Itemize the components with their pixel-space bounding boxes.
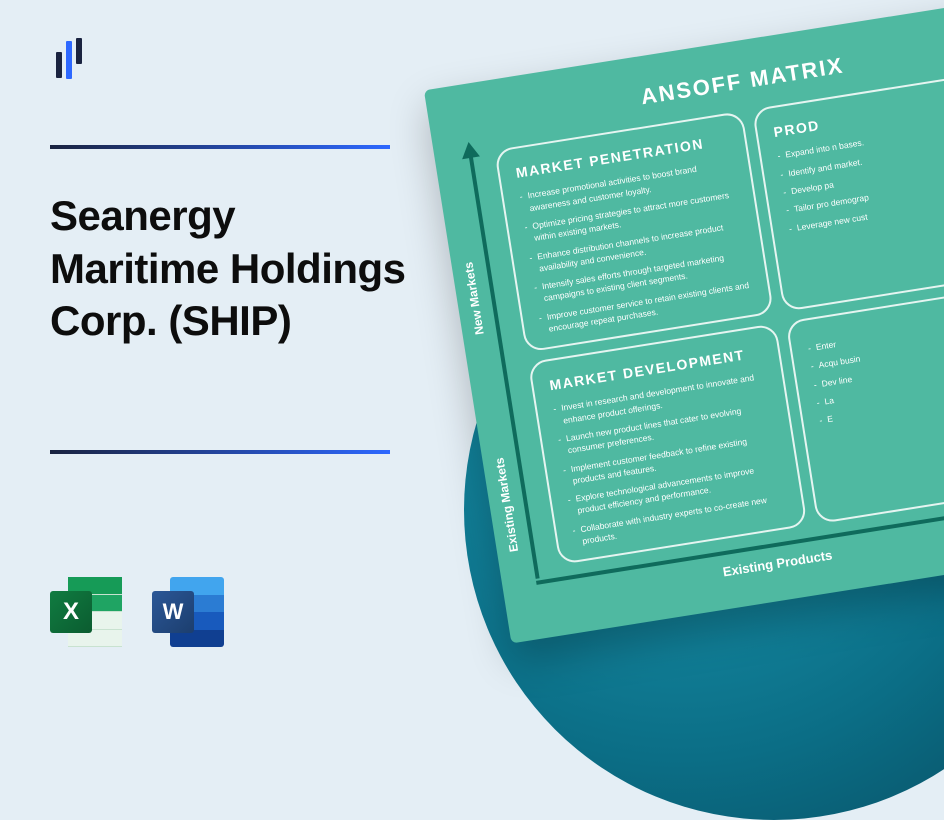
excel-icon: X	[50, 573, 128, 651]
quadrant-market-development: MARKET DEVELOPMENT Invest in research an…	[528, 323, 808, 565]
y-axis-label-existing: Existing Markets	[492, 457, 521, 553]
quadrant-market-penetration: MARKET PENETRATION Increase promotional …	[494, 111, 774, 353]
quadrant-product: PROD Expand into n bases. Identify and m…	[752, 70, 944, 312]
quadrant-bottom-right: Enter Acqu busin Dev line La E	[786, 282, 944, 524]
matrix-grid: MARKET PENETRATION Increase promotional …	[494, 70, 944, 565]
quadrant-list: Enter Acqu busin Dev line La E	[807, 309, 944, 427]
ansoff-matrix-card: New Markets Existing Markets Existing Pr…	[424, 0, 944, 643]
brand-logo	[52, 38, 86, 82]
word-icon: W	[152, 573, 230, 651]
y-axis-label-new: New Markets	[461, 261, 486, 336]
divider-bottom	[50, 450, 390, 454]
page-title: Seanergy Maritime Holdings Corp. (SHIP)	[50, 190, 410, 348]
quadrant-list: Increase promotional activities to boost…	[519, 157, 754, 336]
quadrant-list: Invest in research and development to in…	[552, 370, 787, 549]
divider-top	[50, 145, 390, 149]
file-type-icons: X W	[50, 573, 230, 651]
